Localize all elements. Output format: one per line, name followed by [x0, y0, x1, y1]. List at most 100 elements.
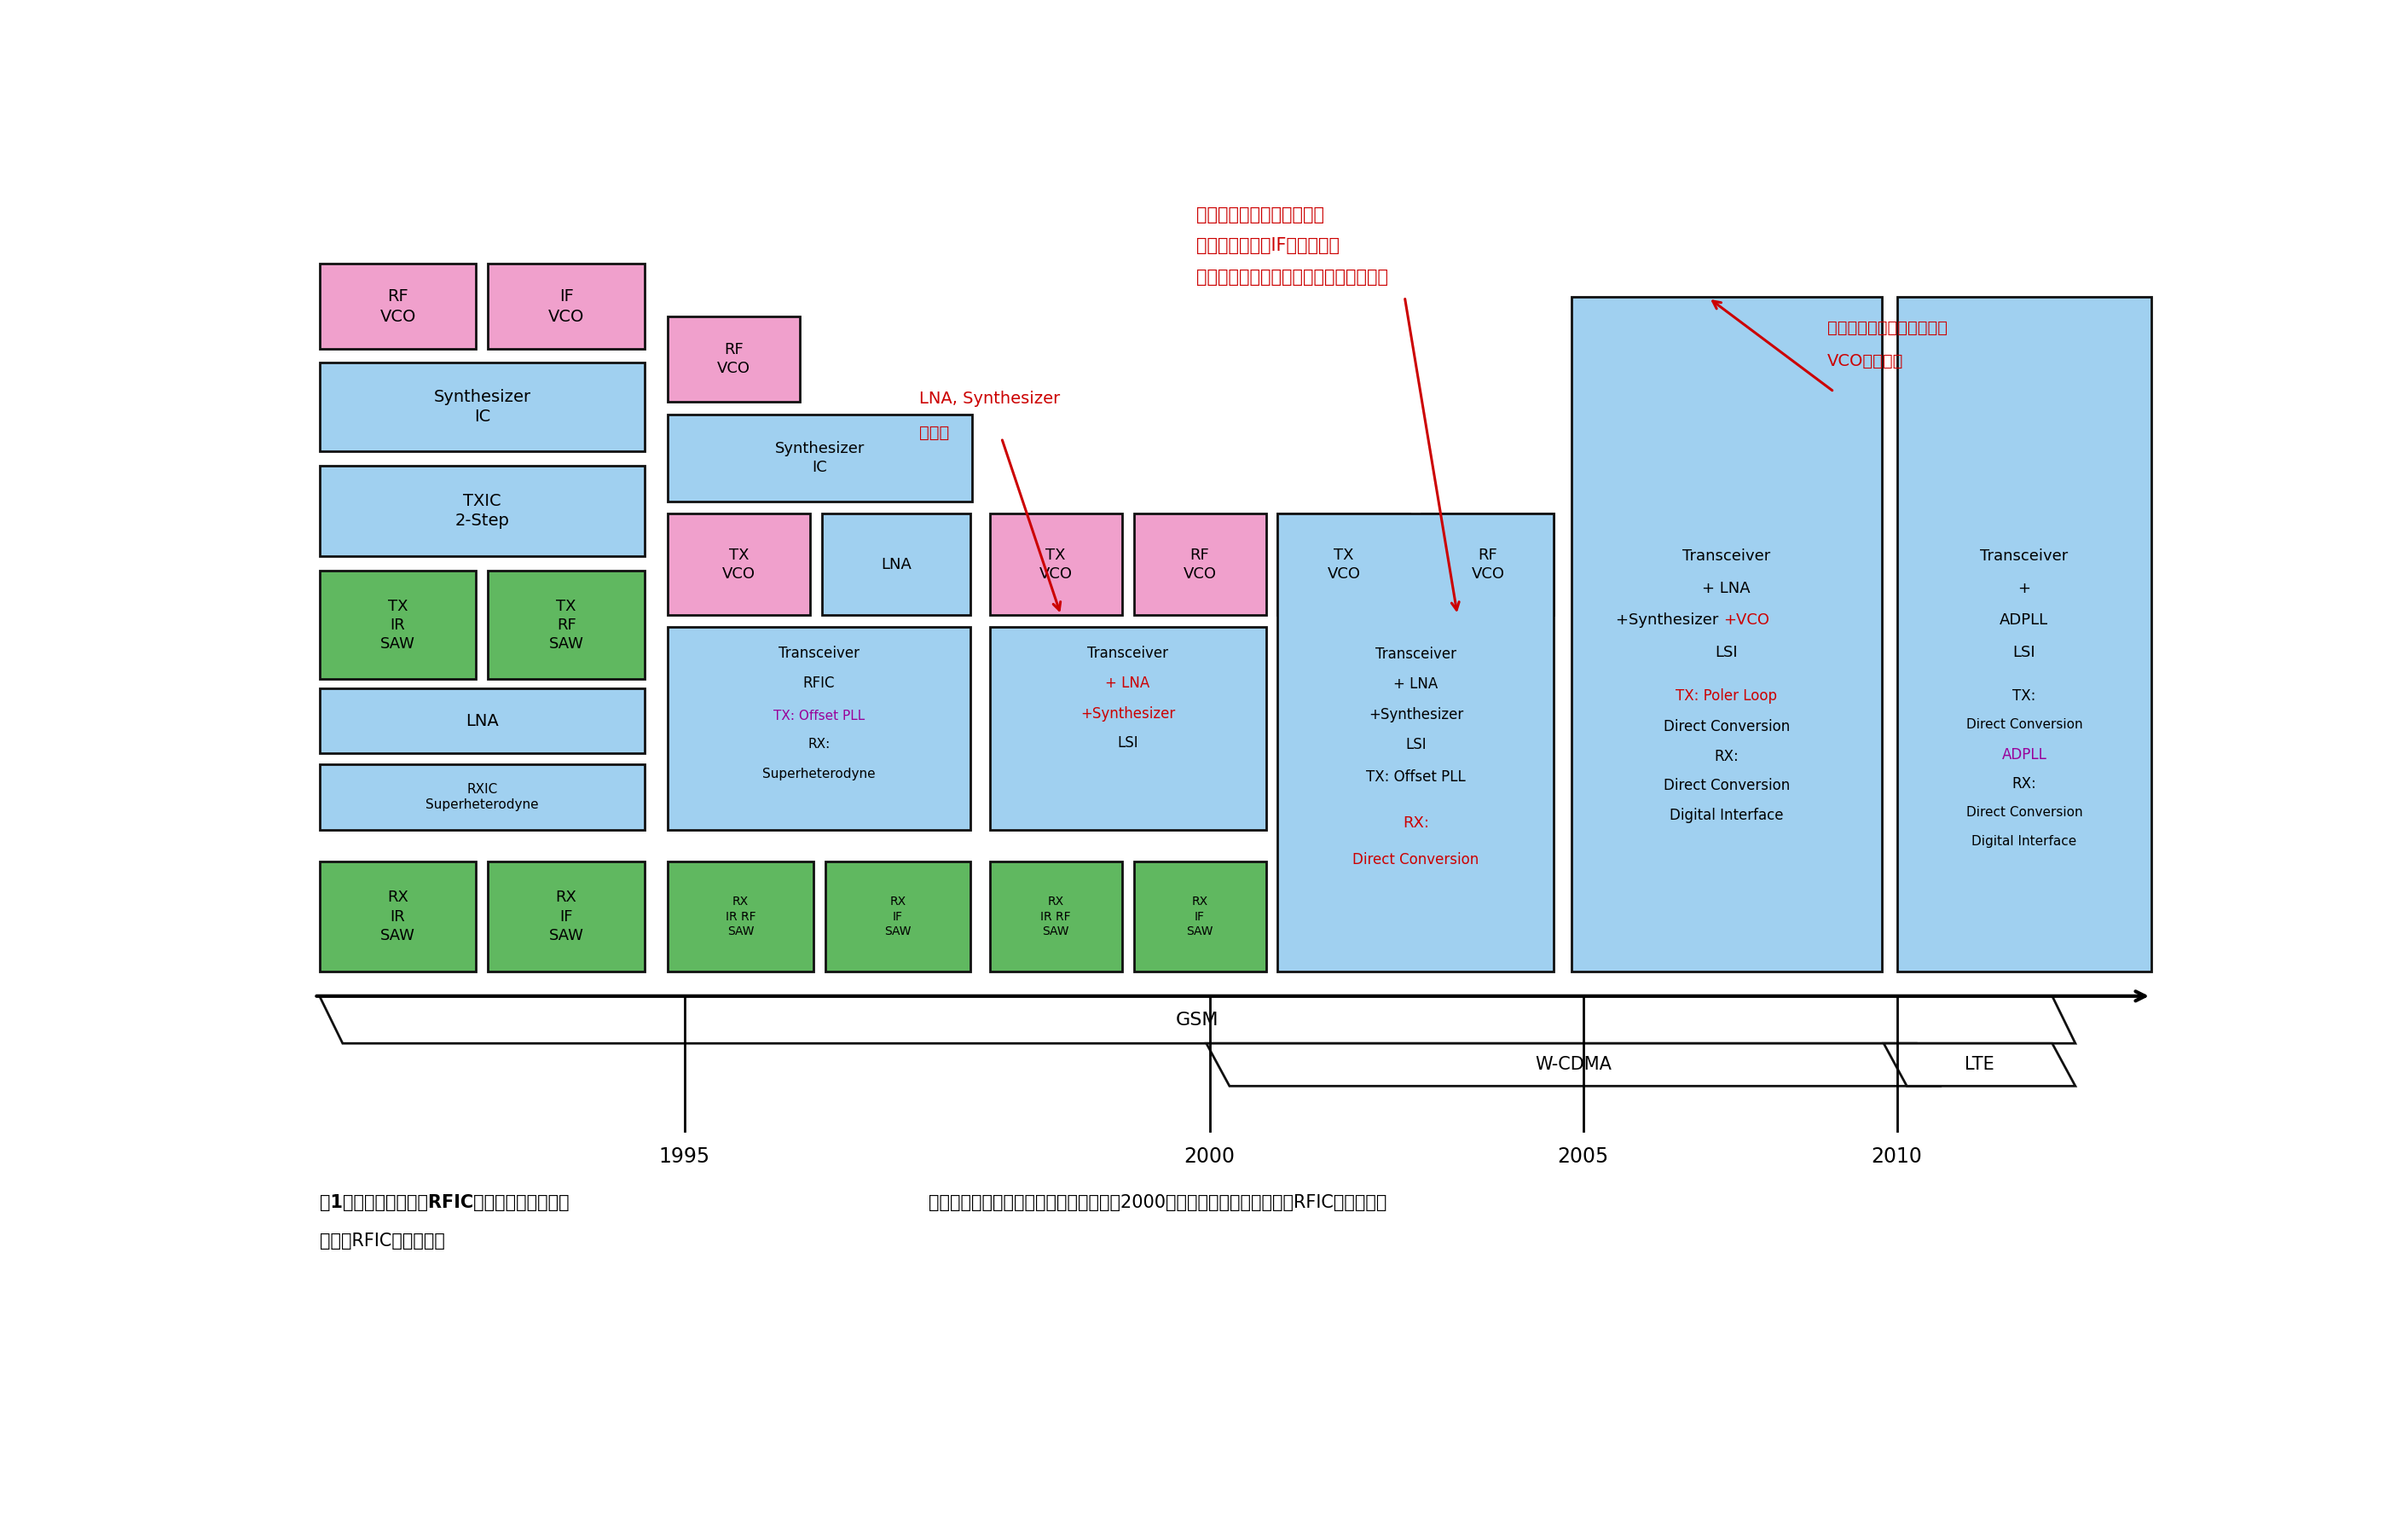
Text: Direct Conversion: Direct Conversion: [1965, 719, 2083, 731]
Text: RX:: RX:: [1401, 816, 1428, 831]
Bar: [489, 263, 645, 350]
Text: 方式適用によるIFフィルタ，: 方式適用によるIFフィルタ，: [1197, 238, 1339, 254]
Text: +: +: [2018, 580, 2030, 597]
Text: TX: Poler Loop: TX: Poler Loop: [1676, 689, 1777, 704]
Text: 2010: 2010: [1871, 1146, 1922, 1167]
Text: RX:: RX:: [1714, 749, 1739, 765]
Bar: [667, 861, 814, 972]
Text: RF
VCO: RF VCO: [718, 342, 751, 375]
Text: +Synthesizer: +Synthesizer: [1368, 707, 1464, 722]
Text: Direct Conversion: Direct Conversion: [1664, 719, 1789, 734]
Polygon shape: [1883, 1043, 2076, 1086]
Bar: [1570, 297, 1881, 972]
Text: RX
IR RF
SAW: RX IR RF SAW: [1040, 896, 1072, 937]
Bar: [489, 571, 645, 678]
Text: Transceiver: Transceiver: [778, 645, 860, 662]
Bar: [1279, 513, 1409, 615]
Bar: [667, 415, 973, 501]
Bar: [320, 765, 645, 830]
Text: 図1　携帯電話端末用RFICの集積化のトレンド: 図1 携帯電話端末用RFICの集積化のトレンド: [320, 1195, 568, 1211]
Text: Transceiver: Transceiver: [1683, 548, 1770, 563]
Bar: [320, 263, 477, 350]
Text: Synthesizer
IC: Synthesizer IC: [775, 441, 864, 475]
Text: ディジタルアシストによる: ディジタルアシストによる: [1828, 319, 1948, 336]
Bar: [667, 316, 799, 401]
Text: VCOの集積化: VCOの集積化: [1828, 353, 1905, 369]
Text: Digital Interface: Digital Interface: [1972, 836, 2076, 848]
Text: RX
IF
SAW: RX IF SAW: [1187, 896, 1214, 937]
Bar: [320, 861, 477, 972]
Text: RX
IR RF
SAW: RX IR RF SAW: [725, 896, 756, 937]
Text: TX
VCO: TX VCO: [1038, 548, 1072, 581]
Text: RX:: RX:: [2011, 777, 2037, 792]
Bar: [667, 627, 970, 830]
Text: TXIC
2-Step: TXIC 2-Step: [455, 492, 510, 528]
Text: RF
VCO: RF VCO: [1471, 548, 1505, 581]
Text: TX: Offset PLL: TX: Offset PLL: [773, 709, 864, 722]
Text: + LNA: + LNA: [1394, 677, 1438, 692]
Text: RXIC
Superheterodyne: RXIC Superheterodyne: [426, 783, 539, 812]
Text: LNA: LNA: [881, 557, 910, 572]
Text: Digital Interface: Digital Interface: [1669, 808, 1784, 824]
Text: 世代が進むにつれ，個別部品を集積化し2000年代中頃には全ての機能をRFICに集積化．: 世代が進むにつれ，個別部品を集積化し2000年代中頃には全ての機能をRFICに集…: [929, 1195, 1387, 1211]
Bar: [826, 861, 970, 972]
Bar: [489, 861, 645, 972]
Text: Transceiver: Transceiver: [1979, 548, 2068, 563]
Text: TX
VCO: TX VCO: [722, 548, 756, 581]
Text: TX
RF
SAW: TX RF SAW: [549, 598, 583, 651]
Bar: [1134, 513, 1267, 615]
Text: 2000: 2000: [1185, 1146, 1235, 1167]
Text: TX
IR
SAW: TX IR SAW: [380, 598, 414, 651]
Text: 2005: 2005: [1558, 1146, 1609, 1167]
Text: LSI: LSI: [2013, 645, 2035, 660]
Text: TX:: TX:: [2013, 689, 2035, 704]
Bar: [990, 513, 1122, 615]
Text: Superheterodyne: Superheterodyne: [763, 768, 877, 781]
Text: ダイレクトコンバージョン: ダイレクトコンバージョン: [1197, 206, 1324, 223]
Text: RX
IR
SAW: RX IR SAW: [380, 890, 414, 943]
Text: W-CDMA: W-CDMA: [1534, 1057, 1611, 1073]
Text: +Synthesizer: +Synthesizer: [1616, 613, 1724, 628]
Bar: [320, 689, 645, 752]
Text: RFIC: RFIC: [804, 675, 836, 690]
Text: Direct Conversion: Direct Conversion: [1353, 852, 1479, 868]
Text: RF
VCO: RF VCO: [1182, 548, 1216, 581]
Text: ADPLL: ADPLL: [2001, 748, 2047, 763]
Bar: [320, 362, 645, 451]
Text: Direct Conversion: Direct Conversion: [1965, 807, 2083, 819]
Bar: [990, 861, 1122, 972]
Text: Direct Conversion: Direct Conversion: [1664, 778, 1789, 793]
Text: RX:: RX:: [809, 739, 831, 751]
Text: Synthesizer
IC: Synthesizer IC: [433, 389, 530, 425]
Bar: [1898, 297, 2150, 972]
Text: RX
IF
SAW: RX IF SAW: [884, 896, 910, 937]
Text: LNA, Synthesizer: LNA, Synthesizer: [920, 391, 1060, 407]
Text: イメージリジェクションフィルタの削除: イメージリジェクションフィルタの削除: [1197, 269, 1389, 286]
Text: ADPLL: ADPLL: [1999, 613, 2049, 628]
Text: TX: Offset PLL: TX: Offset PLL: [1365, 769, 1466, 786]
Text: RF
VCO: RF VCO: [380, 288, 417, 324]
Bar: [1279, 513, 1553, 972]
Bar: [320, 465, 645, 556]
Text: LNA: LNA: [465, 713, 498, 730]
Text: + LNA: + LNA: [1105, 675, 1151, 690]
Polygon shape: [1206, 1043, 1941, 1086]
Text: Transceiver: Transceiver: [1086, 645, 1168, 662]
Text: TX
VCO: TX VCO: [1327, 548, 1361, 581]
Bar: [1421, 513, 1553, 615]
Text: 1995: 1995: [660, 1146, 710, 1167]
Text: 機能をRFICに集積化．: 機能をRFICに集積化．: [320, 1232, 445, 1249]
Text: GSM: GSM: [1175, 1011, 1218, 1028]
Text: LSI: LSI: [1714, 645, 1739, 660]
Bar: [821, 513, 970, 615]
Text: LSI: LSI: [1117, 736, 1139, 751]
Text: RX
IF
SAW: RX IF SAW: [549, 890, 583, 943]
Text: +VCO: +VCO: [1724, 613, 1770, 628]
Bar: [320, 571, 477, 678]
Text: LSI: LSI: [1406, 737, 1426, 752]
Bar: [1134, 861, 1267, 972]
Polygon shape: [320, 996, 2076, 1043]
Text: IF
VCO: IF VCO: [549, 288, 585, 324]
Text: Transceiver: Transceiver: [1375, 646, 1457, 662]
Text: 集積化: 集積化: [920, 425, 949, 441]
